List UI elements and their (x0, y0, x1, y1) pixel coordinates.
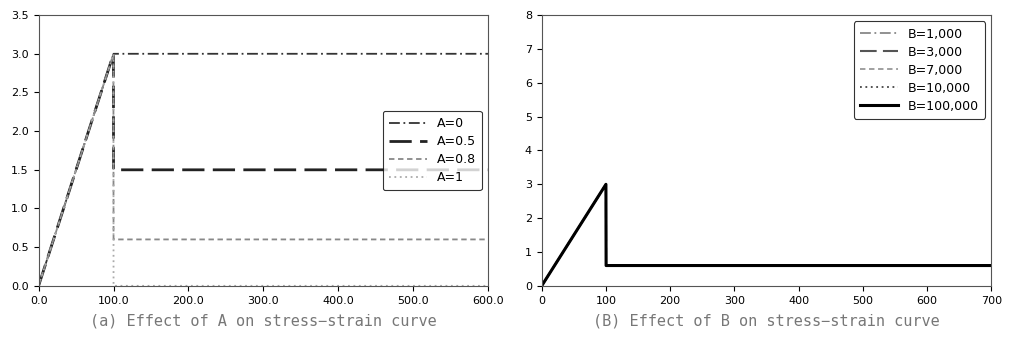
A=0.5 (107, 52, 120, 56)
B=100,000 (805, 264, 817, 268)
B=7,000 (871, 264, 883, 268)
A=1 (225, 284, 237, 288)
Line: A=0.8: A=0.8 (38, 54, 488, 286)
A=0 (424, 52, 437, 56)
A=0 (482, 52, 494, 56)
B=100,000 (707, 264, 719, 268)
B=100,000 (617, 264, 629, 268)
B=1,000 (986, 264, 998, 268)
A=0.8 (225, 237, 237, 241)
Line: A=0: A=0 (38, 54, 488, 286)
Line: A=1: A=1 (38, 54, 488, 286)
A=0.8 (473, 237, 485, 241)
A=0.5 (32, 284, 45, 288)
X-axis label: (B) Effect of B on stress−strain curve: (B) Effect of B on stress−strain curve (594, 314, 940, 329)
B=10,000 (906, 264, 918, 268)
A=0 (205, 52, 217, 56)
A=0.5 (84, 125, 96, 129)
B=3,000 (986, 264, 998, 268)
Line: B=7,000: B=7,000 (542, 184, 992, 286)
B=7,000 (617, 264, 629, 268)
B=10,000 (600, 182, 612, 186)
A=1 (205, 284, 217, 288)
A=0 (443, 52, 455, 56)
B=7,000 (707, 264, 719, 268)
B=7,000 (805, 264, 817, 268)
A=0.5 (425, 168, 438, 172)
A=0 (473, 52, 485, 56)
B=1,000 (536, 284, 548, 288)
B=3,000 (871, 264, 883, 268)
B=100,000 (600, 182, 612, 186)
B=100,000 (536, 284, 548, 288)
A=0 (110, 52, 123, 56)
B=3,000 (906, 264, 918, 268)
B=1,000 (600, 182, 612, 186)
B=100,000 (906, 264, 918, 268)
Line: B=100,000: B=100,000 (542, 184, 992, 286)
A=0.8 (482, 237, 494, 241)
B=1,000 (871, 264, 883, 268)
B=7,000 (906, 264, 918, 268)
B=1,000 (617, 264, 629, 268)
A=0 (225, 52, 237, 56)
A=1 (473, 284, 485, 288)
B=7,000 (536, 284, 548, 288)
A=0 (32, 284, 45, 288)
A=0.5 (482, 168, 494, 172)
B=7,000 (986, 264, 998, 268)
B=3,000 (617, 264, 629, 268)
A=1 (32, 284, 45, 288)
A=0 (84, 125, 96, 129)
A=0.8 (205, 237, 217, 241)
A=0.8 (110, 237, 123, 241)
A=1 (482, 284, 494, 288)
B=7,000 (600, 182, 612, 186)
B=10,000 (871, 264, 883, 268)
X-axis label: (a) Effect of A on stress−strain curve: (a) Effect of A on stress−strain curve (90, 314, 437, 329)
B=10,000 (536, 284, 548, 288)
A=1 (110, 284, 123, 288)
B=100,000 (986, 264, 998, 268)
A=0.5 (225, 168, 237, 172)
A=1 (425, 284, 438, 288)
B=10,000 (707, 264, 719, 268)
Line: B=1,000: B=1,000 (542, 184, 992, 286)
B=1,000 (707, 264, 719, 268)
A=1 (84, 125, 96, 129)
B=10,000 (617, 264, 629, 268)
A=0.5 (473, 168, 485, 172)
A=0.8 (84, 125, 96, 129)
B=10,000 (828, 264, 840, 268)
Line: B=3,000: B=3,000 (542, 184, 992, 286)
A=0.8 (107, 52, 120, 56)
B=7,000 (828, 264, 840, 268)
Legend: B=1,000, B=3,000, B=7,000, B=10,000, B=100,000: B=1,000, B=3,000, B=7,000, B=10,000, B=1… (854, 21, 985, 119)
B=3,000 (828, 264, 840, 268)
A=1 (107, 52, 120, 56)
B=3,000 (600, 182, 612, 186)
B=1,000 (906, 264, 918, 268)
B=3,000 (805, 264, 817, 268)
B=1,000 (805, 264, 817, 268)
A=0.8 (425, 237, 438, 241)
B=3,000 (536, 284, 548, 288)
B=1,000 (828, 264, 840, 268)
B=3,000 (707, 264, 719, 268)
A=0.8 (32, 284, 45, 288)
Line: A=0.5: A=0.5 (38, 54, 488, 286)
Line: B=10,000: B=10,000 (542, 184, 992, 286)
B=100,000 (871, 264, 883, 268)
A=0.5 (110, 168, 123, 172)
B=10,000 (986, 264, 998, 268)
Legend: A=0, A=0.5, A=0.8, A=1: A=0, A=0.5, A=0.8, A=1 (383, 111, 482, 190)
A=0.5 (205, 168, 217, 172)
B=10,000 (805, 264, 817, 268)
B=100,000 (828, 264, 840, 268)
